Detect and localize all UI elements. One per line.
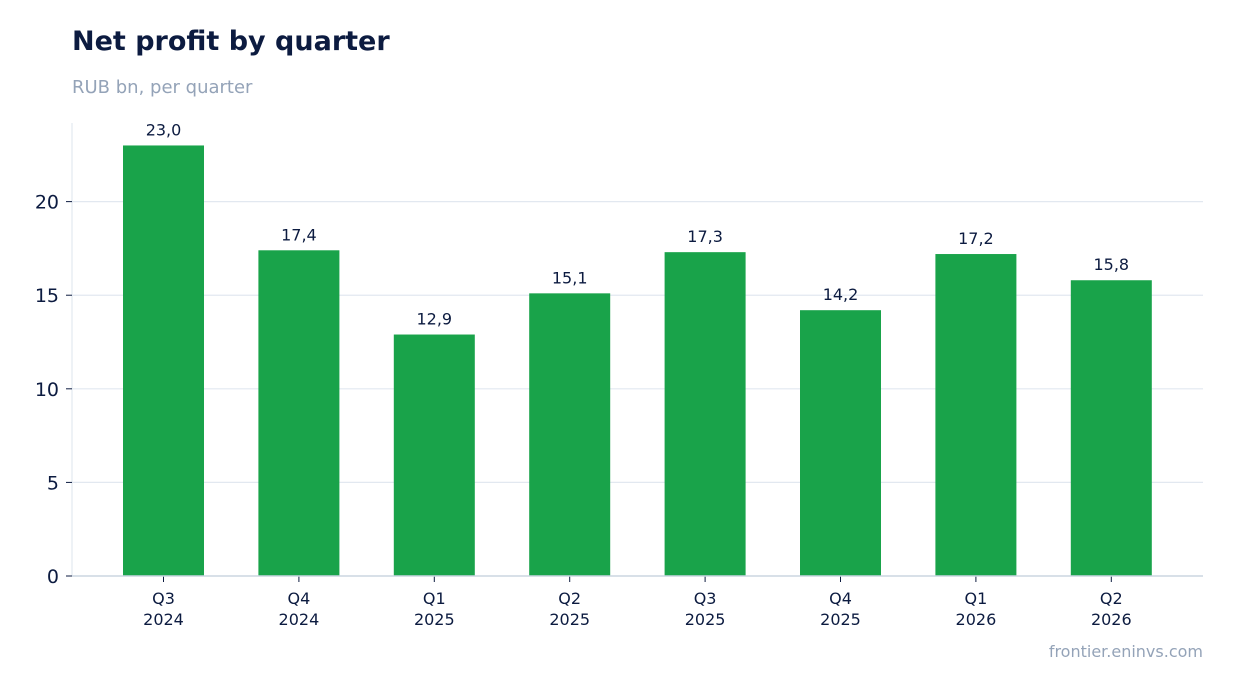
x-tick-label-quarter: Q2 bbox=[558, 589, 581, 608]
y-tick-label: 10 bbox=[35, 379, 59, 401]
x-tick-label-quarter: Q3 bbox=[152, 589, 175, 608]
bar-value-label: 17,3 bbox=[687, 227, 723, 246]
chart-title: Net profit by quarter bbox=[72, 26, 390, 57]
bar-value-label: 15,8 bbox=[1093, 255, 1129, 274]
x-tick-label-year: 2026 bbox=[1091, 610, 1132, 629]
x-tick-label-year: 2024 bbox=[279, 610, 320, 629]
x-tick-label-quarter: Q3 bbox=[694, 589, 717, 608]
bar-value-label: 17,4 bbox=[281, 225, 317, 244]
x-tick-label-quarter: Q4 bbox=[288, 589, 311, 608]
bar bbox=[935, 254, 1017, 576]
chart-subtitle: RUB bn, per quarter bbox=[72, 77, 253, 98]
bar bbox=[800, 310, 881, 576]
bar bbox=[123, 145, 204, 576]
x-tick-label-year: 2026 bbox=[956, 610, 997, 629]
bar bbox=[258, 250, 340, 577]
x-tick-label-year: 2025 bbox=[685, 610, 726, 629]
bar bbox=[529, 293, 611, 576]
bar-value-label: 12,9 bbox=[416, 310, 452, 329]
bar-value-label: 14,2 bbox=[823, 285, 859, 304]
x-tick-label-year: 2025 bbox=[414, 610, 455, 629]
x-tick-label-quarter: Q2 bbox=[1100, 589, 1123, 608]
bar-value-label: 15,1 bbox=[552, 268, 588, 287]
x-tick-label-year: 2024 bbox=[143, 610, 184, 629]
x-tick-label-year: 2025 bbox=[820, 610, 861, 629]
bar-value-label: 17,2 bbox=[958, 229, 994, 248]
x-tick-label-quarter: Q1 bbox=[965, 589, 988, 608]
y-tick-label: 0 bbox=[47, 566, 59, 588]
y-tick-label: 20 bbox=[35, 192, 59, 214]
source-label: frontier.eninvs.com bbox=[1048, 642, 1203, 661]
y-tick-label: 5 bbox=[47, 472, 59, 494]
bar bbox=[393, 334, 475, 576]
bar bbox=[664, 252, 746, 576]
bar bbox=[1070, 280, 1152, 576]
x-tick-label-quarter: Q1 bbox=[423, 589, 446, 608]
y-tick-label: 15 bbox=[35, 285, 59, 307]
x-tick-label-quarter: Q4 bbox=[829, 589, 852, 608]
x-tick-label-year: 2025 bbox=[549, 610, 590, 629]
bar-value-label: 23,0 bbox=[146, 120, 182, 139]
